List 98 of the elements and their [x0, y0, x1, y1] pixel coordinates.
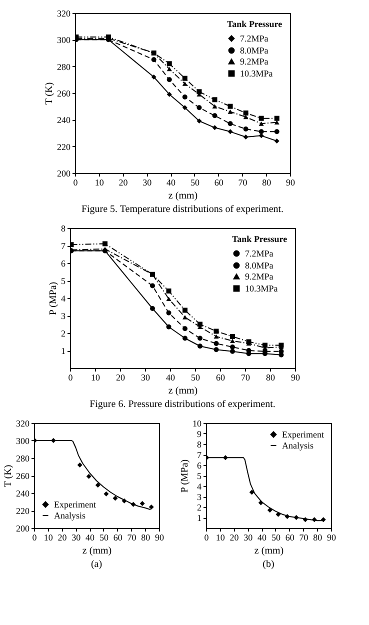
y-tick-label: 7: [61, 241, 66, 251]
x-axis-title: z (mm): [254, 546, 284, 556]
x-tick-label: 40: [258, 532, 268, 542]
y-tick-label: 220: [16, 506, 30, 516]
x-tick-label: 90: [155, 532, 164, 542]
y-tick-label: 2: [61, 328, 66, 338]
y-tick-label: 3: [61, 311, 66, 321]
x-tick-label: 30: [141, 372, 150, 382]
y-tick-label: 260: [57, 88, 71, 98]
y-tick-label: 5: [61, 276, 66, 286]
legend-label: 9.2MPa: [245, 272, 274, 282]
y-tick-label: 8: [197, 440, 202, 450]
y-tick-label: 200: [16, 524, 30, 534]
y-tick-label: 2: [197, 502, 202, 512]
y-tick-label: 300: [57, 35, 71, 46]
text: (a): [90, 559, 102, 570]
x-tick-label: 20: [116, 372, 126, 382]
legend-label: 7.2MPa: [240, 34, 268, 44]
legend-label: 10.3MPa: [245, 284, 278, 294]
x-tick-label: 70: [238, 178, 248, 188]
caption: Figure 5. Temperature distributions of experiment.: [81, 204, 284, 215]
x-tick-label: 60: [113, 532, 123, 542]
y-tick-label: 320: [57, 8, 71, 18]
y-tick-label: 280: [57, 62, 71, 72]
x-tick-label: 80: [262, 178, 272, 188]
x-tick-label: 10: [216, 532, 226, 542]
x-tick-label: 0: [32, 532, 38, 542]
x-tick-label: 50: [99, 532, 109, 542]
y-axis-title: T (K): [44, 82, 55, 105]
x-tick-label: 60: [216, 372, 226, 382]
x-tick-label: 0: [73, 178, 78, 188]
x-tick-label: 30: [72, 532, 82, 542]
x-tick-label: 90: [291, 372, 300, 382]
x-tick-label: 80: [266, 372, 276, 382]
y-tick-label: 7: [197, 450, 202, 460]
x-axis-title: z (mm): [82, 546, 112, 556]
x-tick-label: 60: [214, 178, 224, 188]
x-tick-label: 70: [127, 532, 137, 542]
x-tick-label: 90: [286, 178, 296, 188]
x-tick-label: 70: [241, 372, 250, 382]
legend-label: Analysis: [282, 440, 314, 450]
x-tick-label: 0: [68, 372, 74, 382]
y-tick-label: 5: [197, 471, 202, 481]
x-tick-label: 40: [166, 372, 176, 382]
x-tick-label: 20: [230, 532, 240, 542]
y-axis-title: P (MPa): [48, 282, 59, 316]
y-tick-label: 6: [61, 258, 66, 268]
x-tick-label: 40: [86, 532, 96, 542]
y-axis-title: P (MPa): [180, 459, 190, 493]
y-tick-label: 4: [197, 482, 202, 492]
y-tick-label: 320: [16, 418, 30, 428]
x-tick-label: 30: [142, 178, 152, 188]
y-tick-label: 200: [57, 168, 71, 178]
y-tick-label: 3: [197, 492, 202, 502]
y-axis-title: T (K): [3, 464, 14, 488]
legend-label: 10.3MPa: [240, 68, 273, 78]
x-tick-label: 10: [44, 532, 54, 542]
legend-label: 8.0MPa: [245, 260, 274, 270]
x-tick-label: 0: [204, 532, 210, 542]
x-tick-label: 60: [285, 532, 295, 542]
x-tick-label: 80: [313, 532, 323, 542]
y-tick-label: 6: [197, 460, 202, 470]
legend-title: Tank Pressure: [227, 19, 282, 29]
legend-label: Experiment: [54, 500, 96, 510]
x-tick-label: 70: [299, 532, 309, 542]
legend-label: 8.0MPa: [240, 46, 268, 56]
text: (b): [262, 559, 274, 570]
y-tick-label: 300: [16, 436, 30, 446]
x-axis-title: z (mm): [168, 386, 198, 396]
legend-label: Experiment: [282, 430, 324, 440]
legend-title: Tank Pressure: [232, 234, 288, 244]
y-tick-label: 8: [61, 224, 66, 234]
x-tick-label: 10: [94, 178, 104, 188]
x-tick-label: 50: [191, 372, 200, 382]
y-tick-label: 10: [192, 418, 202, 428]
x-tick-label: 90: [327, 532, 336, 542]
y-tick-label: 220: [57, 142, 71, 152]
y-tick-label: 260: [16, 471, 30, 481]
y-tick-label: 240: [57, 115, 71, 126]
x-tick-label: 10: [91, 372, 100, 382]
x-tick-label: 40: [166, 178, 176, 188]
y-tick-label: 240: [16, 488, 30, 498]
y-tick-label: 1: [197, 513, 202, 523]
x-tick-label: 20: [118, 178, 128, 188]
caption: Figure 6. Pressure distributions of experiment.: [90, 399, 276, 410]
legend-label: Analysis: [54, 510, 86, 520]
legend-label: 7.2MPa: [245, 248, 274, 258]
x-tick-label: 80: [141, 532, 151, 542]
y-tick-label: 4: [61, 294, 66, 304]
y-tick-label: 1: [61, 346, 66, 356]
x-tick-label: 30: [244, 532, 254, 542]
x-axis-title: z (mm): [168, 190, 198, 202]
x-tick-label: 20: [58, 532, 68, 542]
y-tick-label: 9: [197, 429, 202, 439]
y-tick-label: 280: [16, 454, 30, 464]
x-tick-label: 50: [271, 532, 281, 542]
legend-label: 9.2MPa: [240, 56, 268, 66]
x-tick-label: 50: [190, 178, 200, 188]
